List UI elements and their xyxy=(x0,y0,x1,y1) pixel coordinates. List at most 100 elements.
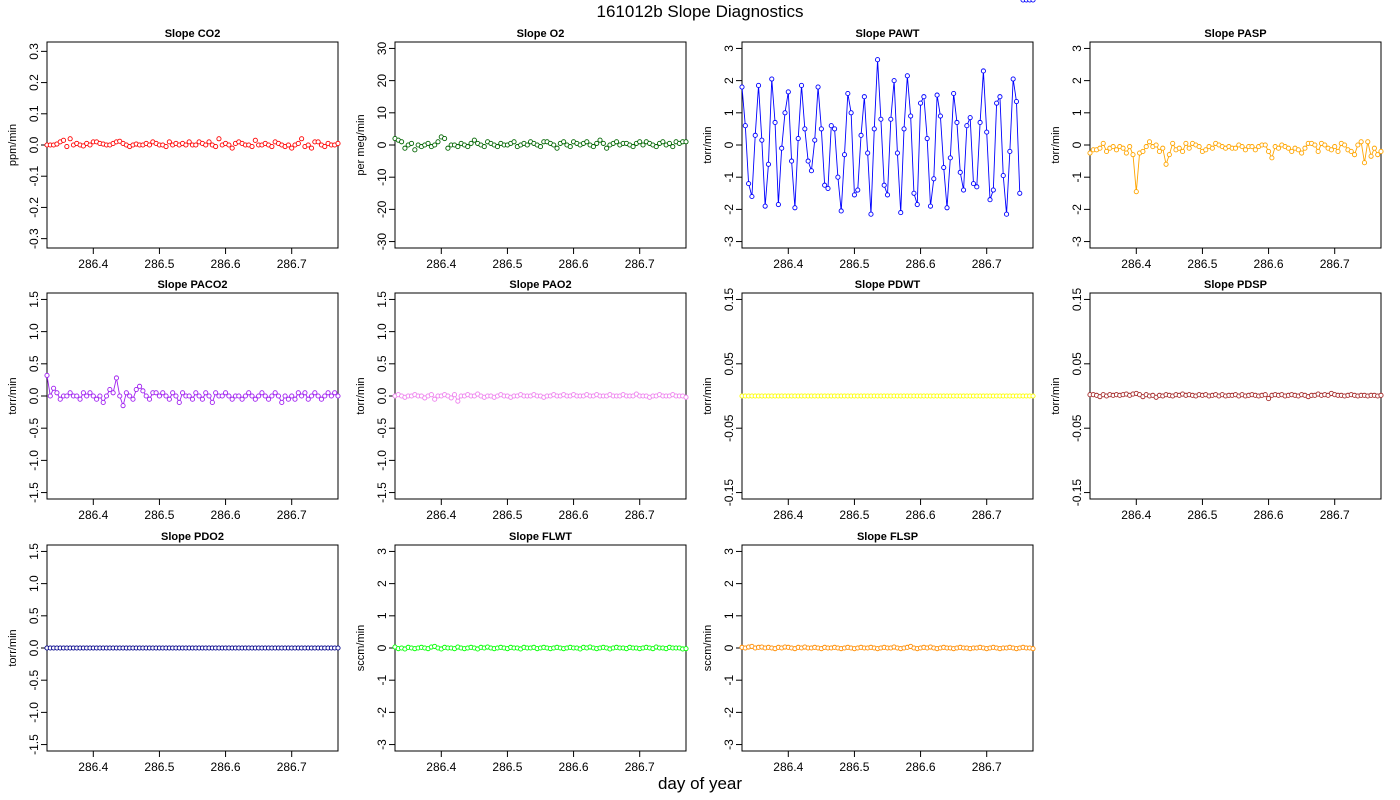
y-tick-label: 0.2 xyxy=(27,74,41,91)
data-point xyxy=(927,203,934,209)
y-tick-label: 10 xyxy=(375,106,389,120)
y-tick-label: -10 xyxy=(375,168,389,186)
x-tick-label: 286.7 xyxy=(625,257,655,271)
data-point xyxy=(994,100,1000,106)
data-point xyxy=(163,144,169,150)
data-point xyxy=(1262,392,1268,398)
data-point xyxy=(308,145,315,151)
x-tick-label: 286.5 xyxy=(839,257,869,271)
x-tick-label: 286.6 xyxy=(1254,508,1284,522)
data-point xyxy=(554,145,560,151)
data-point xyxy=(183,142,189,148)
data-point xyxy=(961,187,967,193)
data-point xyxy=(1322,142,1328,148)
data-point xyxy=(206,393,212,399)
data-point xyxy=(87,390,93,396)
data-point xyxy=(285,396,291,402)
data-point xyxy=(792,205,798,211)
data-point xyxy=(318,396,325,402)
x-axis-label: day of year xyxy=(657,774,743,793)
data-point xyxy=(246,390,252,396)
y-tick-label: 0 xyxy=(1070,141,1084,148)
y-tick-label: -1 xyxy=(722,675,736,686)
data-point xyxy=(252,137,258,143)
y-tick-label: -2 xyxy=(1070,204,1084,215)
data-point xyxy=(918,100,924,106)
data-point xyxy=(1299,150,1305,156)
data-point xyxy=(295,390,301,396)
y-axis-label: torr/min xyxy=(702,126,714,163)
data-point xyxy=(107,387,113,393)
x-tick-label: 286.6 xyxy=(906,257,936,271)
x-tick-label: 286.7 xyxy=(972,760,1002,774)
data-point xyxy=(170,390,176,396)
data-point xyxy=(322,393,328,399)
y-tick-label: -3 xyxy=(722,236,736,247)
y-tick-label: 1 xyxy=(1070,109,1084,116)
data-point xyxy=(898,210,904,216)
data-point xyxy=(123,390,129,396)
data-point xyxy=(812,137,818,143)
data-point xyxy=(584,139,590,145)
chart-title: Slope O2 xyxy=(517,28,565,40)
data-point xyxy=(481,144,487,150)
data-point xyxy=(266,396,272,402)
data-point xyxy=(455,398,461,404)
data-point xyxy=(282,393,288,399)
data-point xyxy=(901,126,907,132)
data-point xyxy=(990,187,996,193)
data-point xyxy=(1030,0,1036,3)
data-point xyxy=(934,92,940,98)
data-point xyxy=(1017,190,1023,196)
plot-frame xyxy=(741,41,1034,249)
data-point xyxy=(1166,152,1172,158)
data-point xyxy=(140,388,146,394)
data-point xyxy=(782,110,788,116)
data-point xyxy=(1378,148,1384,154)
chart-panel: Slope PAWT 286.4 286.5 286.6 286.7 -3 -2 -1 0 1 2 3… xyxy=(702,0,1036,271)
data-point xyxy=(442,136,448,142)
data-point xyxy=(206,139,212,145)
data-point xyxy=(818,126,824,132)
x-tick-label: 286.6 xyxy=(906,760,936,774)
data-point xyxy=(54,390,60,396)
data-point xyxy=(755,82,762,88)
chart-panel: Slope PASP 286.4 286.5 286.6 286.7 -3 -2 -1 0 1 2 3… xyxy=(1050,28,1384,271)
y-tick-label: -1.0 xyxy=(27,702,41,723)
data-point xyxy=(226,393,232,399)
data-point xyxy=(798,82,805,88)
y-tick-label: 1 xyxy=(375,612,389,619)
data-point xyxy=(537,144,544,150)
data-point xyxy=(762,203,768,209)
data-point xyxy=(77,396,83,402)
data-point xyxy=(1013,99,1020,105)
y-axis-label: torr/min xyxy=(7,377,19,414)
data-point xyxy=(1143,144,1149,150)
plot-frame xyxy=(1089,41,1382,249)
data-point xyxy=(156,393,162,399)
data-point xyxy=(285,142,291,148)
data-point xyxy=(74,393,80,399)
data-point xyxy=(937,113,943,119)
x-tick-label: 286.5 xyxy=(144,257,174,271)
data-point xyxy=(445,145,451,151)
x-tick-label: 286.4 xyxy=(78,257,108,271)
y-tick-label: 0.5 xyxy=(27,607,41,624)
data-point xyxy=(60,137,67,143)
x-tick-label: 286.4 xyxy=(773,760,803,774)
data-point xyxy=(1100,140,1106,146)
data-point xyxy=(789,158,795,164)
data-point xyxy=(832,126,838,132)
data-point xyxy=(1269,155,1275,161)
data-point xyxy=(772,119,778,126)
data-point xyxy=(1170,140,1176,146)
data-point xyxy=(911,190,917,196)
data-point xyxy=(1030,393,1036,399)
data-point xyxy=(1295,147,1301,153)
chart-title: Slope PACO2 xyxy=(157,279,227,291)
data-point xyxy=(1030,646,1036,652)
data-point xyxy=(219,393,225,399)
data-point xyxy=(1186,145,1192,151)
data-point xyxy=(630,144,636,150)
x-tick-label: 286.5 xyxy=(1187,508,1217,522)
